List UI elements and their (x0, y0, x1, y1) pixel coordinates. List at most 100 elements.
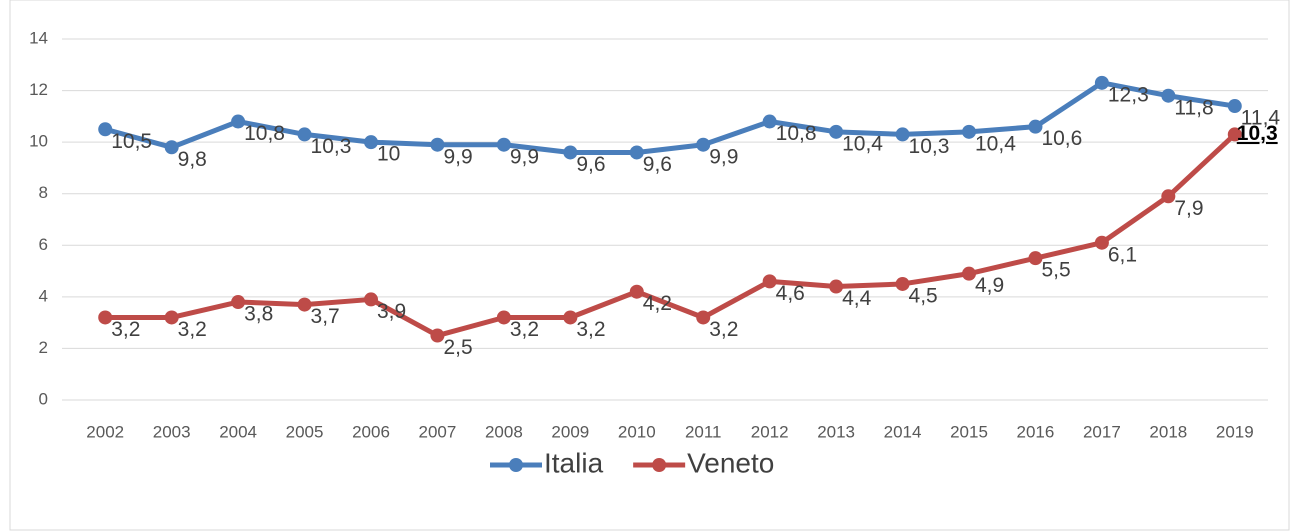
point (1227, 127, 1242, 142)
data-label: 4,6 (776, 282, 805, 305)
point (563, 145, 578, 160)
point (164, 140, 179, 155)
legend-marker (652, 458, 667, 472)
point (1094, 235, 1109, 250)
x-tick-label: 2015 (950, 422, 988, 441)
point (563, 310, 578, 325)
data-label: 3,2 (111, 318, 140, 341)
point (895, 127, 910, 142)
data-label: 9,8 (178, 148, 207, 171)
legend-label: Italia (544, 447, 604, 478)
point (364, 135, 378, 150)
point (829, 124, 844, 139)
data-label: 10,3 (909, 135, 950, 158)
data-label: 6,1 (1108, 243, 1137, 266)
data-label: 3,9 (377, 300, 406, 323)
point (962, 266, 976, 281)
data-label: 3,2 (510, 318, 539, 341)
data-label: 9,9 (709, 145, 738, 168)
x-tick-label: 2018 (1149, 422, 1187, 441)
data-label: 12,3 (1108, 83, 1149, 106)
point (496, 137, 511, 152)
point (231, 114, 246, 129)
data-label: 10,3 (1237, 122, 1278, 145)
data-label: 9,6 (643, 153, 672, 176)
data-label: 3,2 (709, 318, 738, 341)
point (297, 127, 312, 142)
data-label: 11,8 (1174, 96, 1213, 119)
point (1028, 119, 1043, 134)
point (98, 122, 113, 137)
x-tick-label: 2003 (153, 422, 191, 441)
data-label: 3,8 (244, 303, 273, 326)
x-tick-label: 2008 (485, 422, 523, 441)
y-tick-label: 8 (39, 183, 48, 202)
data-label: 10 (377, 143, 400, 166)
point (762, 114, 777, 129)
data-label: 11,4 (1241, 107, 1281, 130)
y-tick-label: 6 (39, 235, 48, 254)
y-tick-label: 10 (29, 132, 48, 151)
x-tick-label: 2004 (219, 422, 257, 441)
legend-label: Veneto (687, 447, 774, 478)
point (1227, 99, 1242, 114)
data-label: 10,4 (975, 132, 1016, 155)
y-tick-label: 2 (39, 338, 48, 357)
data-label: 9,6 (576, 153, 605, 176)
data-label: 5,5 (1041, 259, 1070, 282)
data-label: 2,5 (443, 336, 472, 359)
x-tick-label: 2011 (685, 422, 722, 441)
point (164, 310, 179, 325)
x-tick-label: 2002 (86, 422, 124, 441)
point (1028, 251, 1043, 266)
x-tick-label: 2019 (1216, 422, 1254, 441)
point (1094, 75, 1109, 90)
point (364, 292, 378, 307)
chart-border (9, 0, 1290, 531)
point (895, 276, 910, 291)
data-label: 4,2 (643, 292, 672, 315)
data-label: 9,9 (510, 145, 539, 168)
point (962, 124, 976, 139)
y-tick-label: 14 (29, 28, 48, 47)
point (430, 137, 445, 152)
point (430, 328, 445, 343)
x-tick-label: 2014 (884, 422, 922, 441)
point (231, 295, 246, 310)
data-label: 7,9 (1174, 197, 1203, 220)
data-label: 4,5 (909, 285, 938, 308)
point (1161, 88, 1176, 103)
point (98, 310, 113, 325)
point (1161, 189, 1176, 204)
data-label: 3,7 (311, 305, 340, 328)
point (762, 274, 777, 289)
legend-marker (509, 458, 523, 472)
series-line (104, 80, 1236, 155)
y-tick-label: 4 (39, 286, 48, 305)
data-label: 10,5 (111, 130, 152, 153)
y-tick-label: 12 (29, 80, 48, 99)
x-tick-label: 2006 (352, 422, 390, 441)
point (829, 279, 844, 294)
data-label: 4,9 (975, 274, 1004, 297)
data-label: 10,8 (244, 122, 285, 145)
x-tick-label: 2009 (551, 422, 589, 441)
point (297, 297, 312, 312)
data-label: 10,3 (311, 135, 352, 158)
x-tick-label: 2013 (817, 422, 855, 441)
data-label: 10,6 (1041, 127, 1082, 150)
x-tick-label: 2005 (286, 422, 324, 441)
data-label: 9,9 (443, 145, 472, 168)
x-tick-label: 2012 (751, 422, 789, 441)
point (496, 310, 511, 325)
y-tick-label: 0 (39, 389, 48, 408)
series-line (105, 132, 1237, 339)
x-tick-label: 2007 (419, 422, 457, 441)
data-label: 3,2 (178, 318, 207, 341)
x-tick-label: 2010 (618, 422, 656, 441)
x-tick-label: 2017 (1083, 422, 1121, 441)
data-label: 3,2 (576, 318, 605, 341)
point (629, 145, 644, 160)
point (696, 310, 711, 325)
